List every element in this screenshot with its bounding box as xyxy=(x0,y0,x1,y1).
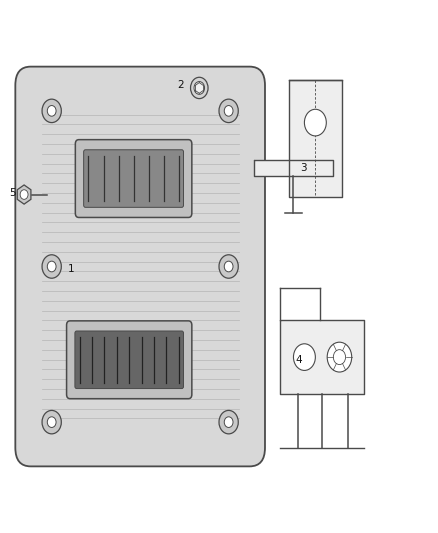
Circle shape xyxy=(191,77,208,99)
Circle shape xyxy=(42,410,61,434)
FancyBboxPatch shape xyxy=(75,331,184,389)
Circle shape xyxy=(224,261,233,272)
Circle shape xyxy=(219,255,238,278)
Circle shape xyxy=(224,106,233,116)
Text: 4: 4 xyxy=(296,355,302,365)
FancyBboxPatch shape xyxy=(75,140,192,217)
Polygon shape xyxy=(17,185,31,204)
Circle shape xyxy=(327,342,352,372)
Text: 1: 1 xyxy=(68,264,74,274)
FancyBboxPatch shape xyxy=(67,321,192,399)
Circle shape xyxy=(224,417,233,427)
Circle shape xyxy=(293,344,315,370)
Circle shape xyxy=(20,190,28,199)
Circle shape xyxy=(194,82,205,94)
FancyBboxPatch shape xyxy=(15,67,265,466)
Text: 3: 3 xyxy=(300,163,307,173)
Circle shape xyxy=(42,255,61,278)
Text: 2: 2 xyxy=(177,80,184,90)
FancyBboxPatch shape xyxy=(84,150,184,207)
Circle shape xyxy=(333,350,346,365)
Circle shape xyxy=(304,109,326,136)
Circle shape xyxy=(47,106,56,116)
Polygon shape xyxy=(254,160,333,176)
Polygon shape xyxy=(280,320,364,394)
Circle shape xyxy=(219,99,238,123)
Circle shape xyxy=(47,261,56,272)
Polygon shape xyxy=(289,80,342,197)
Circle shape xyxy=(47,417,56,427)
Circle shape xyxy=(219,410,238,434)
Text: 5: 5 xyxy=(9,188,15,198)
Circle shape xyxy=(42,99,61,123)
